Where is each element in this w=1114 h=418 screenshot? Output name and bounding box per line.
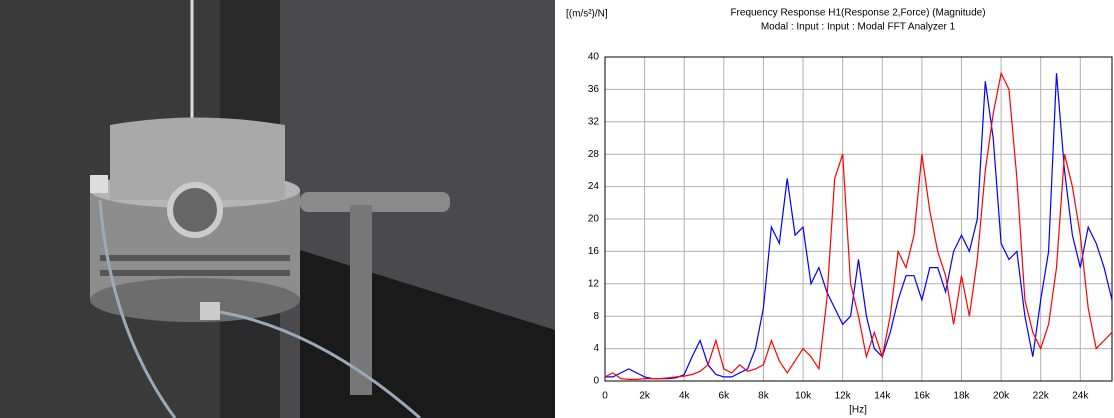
y-tick-label: 12: [588, 278, 600, 289]
chart-subtitle: Modal : Input : Input : Modal FFT Analyz…: [761, 22, 956, 33]
photo: [0, 0, 555, 418]
y-axis-label: [(m/s²)/N]: [566, 9, 608, 20]
x-tick-label: 12k: [835, 391, 852, 402]
x-tick-label: 2k: [639, 391, 651, 402]
x-tick-label: 24k: [1072, 391, 1089, 402]
y-tick-label: 8: [593, 311, 599, 322]
y-tick-label: 4: [593, 343, 599, 354]
x-axis-label: [Hz]: [849, 405, 867, 416]
x-tick-label: 4k: [679, 391, 691, 402]
x-tick-label: 20k: [993, 391, 1010, 402]
x-tick-label: 0: [602, 391, 608, 402]
chart-title: Frequency Response H1(Response 2,Force) …: [730, 8, 985, 19]
plot-frame: [604, 56, 1113, 382]
x-tick-label: 8k: [758, 391, 770, 402]
y-tick-label: 0: [593, 376, 599, 387]
series-line: [604, 71, 1113, 380]
y-tick-label: 40: [588, 52, 600, 63]
y-tick-label: 36: [588, 84, 600, 95]
x-tick-label: 10k: [795, 391, 812, 402]
y-tick-label: 20: [588, 214, 600, 225]
chart: [(m/s²)/N] Frequency Response H1(Respons…: [566, 8, 1113, 416]
x-tick-label: 22k: [1033, 391, 1050, 402]
y-tick-label: 16: [588, 246, 600, 257]
x-tick-label: 16k: [914, 391, 931, 402]
x-tick-label: 18k: [953, 391, 970, 402]
y-tick-label: 28: [588, 149, 600, 160]
y-tick-label: 24: [588, 181, 600, 192]
y-tick-label: 32: [588, 116, 600, 127]
x-tick-label: 6k: [719, 391, 731, 402]
series-line: [605, 73, 1113, 380]
x-tick-label: 14k: [874, 391, 891, 402]
